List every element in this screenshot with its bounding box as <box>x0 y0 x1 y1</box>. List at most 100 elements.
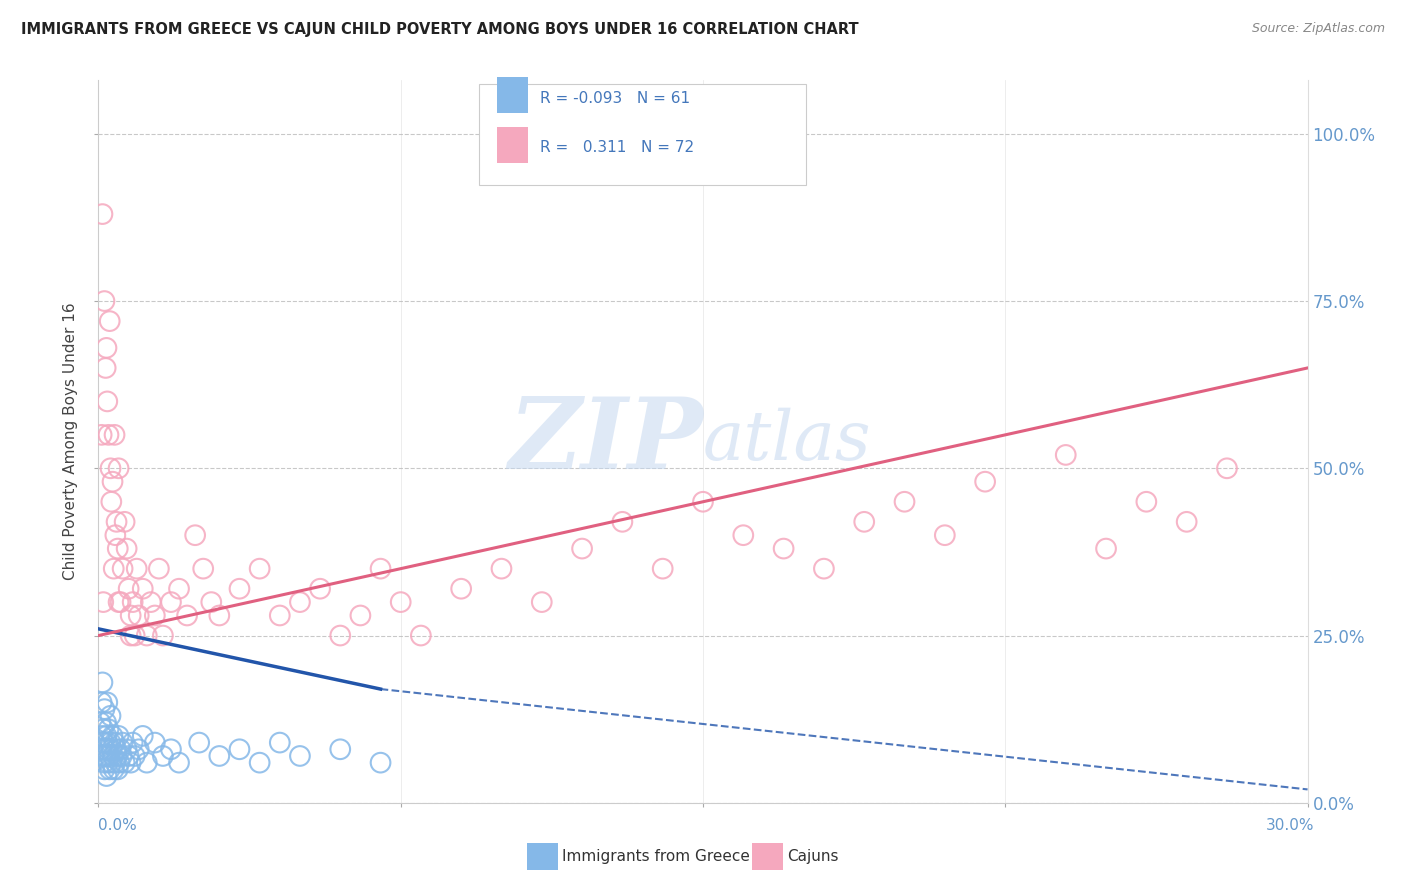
Point <box>111 562 134 576</box>
Point <box>103 562 125 576</box>
Point <box>94 715 117 730</box>
Y-axis label: Child Poverty Among Boys Under 16: Child Poverty Among Boys Under 16 <box>63 302 79 581</box>
Point <box>167 756 190 770</box>
Point <box>125 562 148 576</box>
Point <box>96 769 118 783</box>
Point <box>114 515 136 529</box>
Point <box>1175 515 1198 529</box>
Point <box>160 595 183 609</box>
FancyBboxPatch shape <box>498 128 527 163</box>
Point <box>612 515 634 529</box>
Point <box>100 756 122 770</box>
Point <box>530 595 553 609</box>
Point <box>104 756 127 770</box>
Point <box>409 628 432 642</box>
Point <box>97 756 120 770</box>
Point <box>228 582 250 596</box>
Text: IMMIGRANTS FROM GREECE VS CAJUN CHILD POVERTY AMONG BOYS UNDER 16 CORRELATION CH: IMMIGRANTS FROM GREECE VS CAJUN CHILD PO… <box>21 22 859 37</box>
Point <box>91 723 114 737</box>
Point <box>143 608 166 623</box>
Point <box>200 595 222 609</box>
Point <box>176 608 198 623</box>
Point <box>94 361 117 376</box>
Point <box>105 749 128 764</box>
Point <box>135 628 157 642</box>
Text: Cajuns: Cajuns <box>787 849 839 863</box>
Point <box>101 475 124 489</box>
Point <box>120 628 142 642</box>
Text: ZIP: ZIP <box>508 393 703 490</box>
Point <box>96 735 118 749</box>
Point <box>132 582 155 596</box>
Point <box>121 595 143 609</box>
Point <box>98 314 121 328</box>
Point <box>97 723 120 737</box>
Point <box>132 729 155 743</box>
Point <box>107 541 129 556</box>
Point <box>93 735 115 749</box>
Point <box>934 528 956 542</box>
Text: atlas: atlas <box>703 409 872 475</box>
Point <box>120 608 142 623</box>
Point <box>90 427 112 442</box>
FancyBboxPatch shape <box>479 84 806 185</box>
Point <box>1095 541 1118 556</box>
Point <box>100 494 122 508</box>
Point <box>101 729 124 743</box>
Point <box>97 742 120 756</box>
Point <box>96 729 118 743</box>
Point <box>94 742 117 756</box>
Point <box>118 582 141 596</box>
Point <box>93 762 115 776</box>
Point <box>571 541 593 556</box>
Point <box>124 749 146 764</box>
Point <box>974 475 997 489</box>
Point <box>111 749 134 764</box>
Point <box>143 735 166 749</box>
Point <box>135 756 157 770</box>
Point <box>115 541 138 556</box>
Point <box>329 742 352 756</box>
Point <box>269 608 291 623</box>
Text: Source: ZipAtlas.com: Source: ZipAtlas.com <box>1251 22 1385 36</box>
Point <box>152 628 174 642</box>
Point <box>1054 448 1077 462</box>
Point <box>111 735 134 749</box>
Point <box>96 696 118 710</box>
Point <box>1216 461 1239 475</box>
Point <box>893 494 915 508</box>
Point <box>249 562 271 576</box>
Point <box>651 562 673 576</box>
Point <box>104 528 127 542</box>
Point <box>120 756 142 770</box>
Point <box>100 708 122 723</box>
Point <box>105 742 128 756</box>
Point <box>249 756 271 770</box>
Point <box>107 729 129 743</box>
Point <box>103 762 125 776</box>
Point <box>91 675 114 690</box>
Point <box>450 582 472 596</box>
Point <box>96 341 118 355</box>
Point <box>853 515 876 529</box>
Point <box>93 756 115 770</box>
Point <box>160 742 183 756</box>
Point <box>100 461 122 475</box>
Point <box>103 427 125 442</box>
Point <box>108 756 131 770</box>
Point <box>349 608 371 623</box>
FancyBboxPatch shape <box>498 77 527 112</box>
Point <box>167 582 190 596</box>
Point <box>269 735 291 749</box>
Point <box>91 207 114 221</box>
Point <box>288 749 311 764</box>
Text: R =   0.311   N = 72: R = 0.311 N = 72 <box>540 140 695 155</box>
Point <box>128 742 150 756</box>
Point <box>121 735 143 749</box>
Point <box>692 494 714 508</box>
Point <box>370 562 392 576</box>
Point <box>100 742 122 756</box>
Point <box>193 562 215 576</box>
Point <box>98 762 121 776</box>
Point <box>148 562 170 576</box>
